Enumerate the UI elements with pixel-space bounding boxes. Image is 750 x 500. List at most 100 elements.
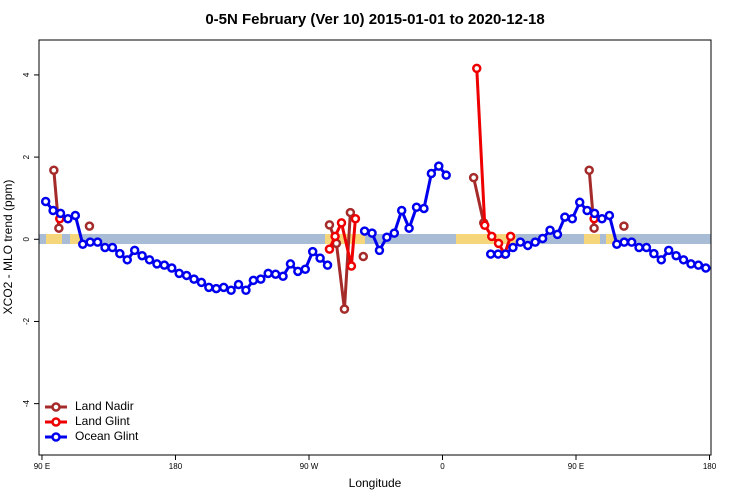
data-point (649, 248, 659, 259)
data-point (619, 221, 629, 231)
legend-label: Land Glint (75, 414, 130, 428)
series-line (472, 177, 486, 224)
data-point (686, 259, 696, 269)
data-point (324, 244, 335, 254)
data-point (174, 268, 184, 279)
data-point (324, 220, 335, 230)
data-point (241, 285, 251, 295)
data-point (270, 269, 281, 279)
data-point (515, 237, 526, 247)
data-point (339, 304, 350, 314)
data-point (49, 165, 59, 176)
data-point (641, 242, 652, 253)
x-tick-label: 180 (169, 462, 183, 471)
data-point (359, 226, 370, 236)
data-point (300, 264, 311, 275)
data-point (493, 238, 504, 249)
data-point (574, 197, 585, 208)
data-point (55, 208, 66, 219)
x-tick-label: 90 W (300, 462, 319, 471)
data-point (189, 274, 199, 284)
x-axis-label: Longitude (349, 476, 402, 490)
data-point (434, 161, 444, 171)
x-tick-label: 180 (703, 462, 717, 471)
legend-label: Ocean Glint (75, 429, 139, 443)
data-point (656, 255, 667, 265)
y-tick-label: -4 (22, 400, 31, 408)
data-point (122, 255, 133, 265)
data-point (330, 231, 340, 242)
data-point (493, 249, 503, 259)
data-point (419, 203, 429, 214)
data-point (619, 237, 629, 247)
legend-marker (51, 417, 61, 427)
data-point (78, 239, 88, 249)
data-point (396, 205, 407, 216)
data-point (85, 237, 95, 247)
data-point (537, 233, 548, 244)
data-point (167, 263, 177, 273)
data-point (411, 202, 422, 212)
data-point (552, 229, 563, 240)
data-point (196, 277, 207, 288)
data-point (336, 218, 347, 228)
data-point (426, 168, 437, 179)
data-point (63, 213, 73, 224)
data-point (597, 213, 607, 224)
data-point (545, 225, 555, 235)
data-point (634, 242, 644, 253)
data-point (100, 242, 110, 253)
data-point (256, 274, 266, 284)
data-point (233, 279, 244, 290)
data-point (589, 223, 599, 233)
data-point (129, 245, 140, 256)
legend-label: Land Nadir (75, 399, 134, 413)
data-point (480, 220, 490, 231)
data-point (367, 228, 377, 238)
data-point (70, 210, 81, 221)
data-point (152, 259, 162, 269)
data-point (472, 63, 482, 74)
data-point (382, 232, 392, 242)
data-point (485, 249, 496, 259)
data-point (115, 248, 125, 259)
data-point (346, 261, 357, 271)
legend-marker (51, 432, 61, 442)
data-point (678, 255, 689, 265)
y-axis-label: XCO2 - MLO trend (ppm) (1, 180, 15, 315)
data-point (350, 213, 361, 224)
data-point (40, 196, 51, 207)
data-point (530, 237, 540, 247)
legend-marker (51, 402, 61, 412)
chart-title: 0-5N February (Ver 10) 2015-01-01 to 202… (205, 11, 544, 28)
data-point (671, 250, 681, 261)
data-point (54, 223, 64, 233)
data-point (589, 208, 600, 219)
data-point (92, 237, 103, 247)
data-point (345, 207, 356, 218)
y-tick-label: 2 (22, 154, 31, 159)
data-point (248, 275, 259, 286)
plot-frame (38, 39, 712, 456)
data-point (218, 282, 229, 293)
data-point (523, 240, 533, 251)
x-tick-label: 90 E (34, 462, 50, 471)
data-point (389, 228, 400, 238)
data-point (137, 250, 147, 261)
data-point (322, 260, 333, 270)
data-point (285, 259, 296, 269)
data-point (701, 263, 711, 273)
data-point (211, 283, 222, 294)
y-tick-label: -2 (22, 317, 31, 325)
data-point (315, 253, 325, 263)
data-point (441, 170, 451, 180)
data-point (107, 242, 118, 253)
x-tick-label: 0 (440, 462, 445, 471)
data-point (204, 282, 214, 293)
data-point (560, 212, 570, 222)
data-point (84, 221, 95, 231)
data-point (604, 210, 615, 221)
data-point (144, 255, 155, 265)
y-tick-label: 0 (22, 237, 31, 242)
